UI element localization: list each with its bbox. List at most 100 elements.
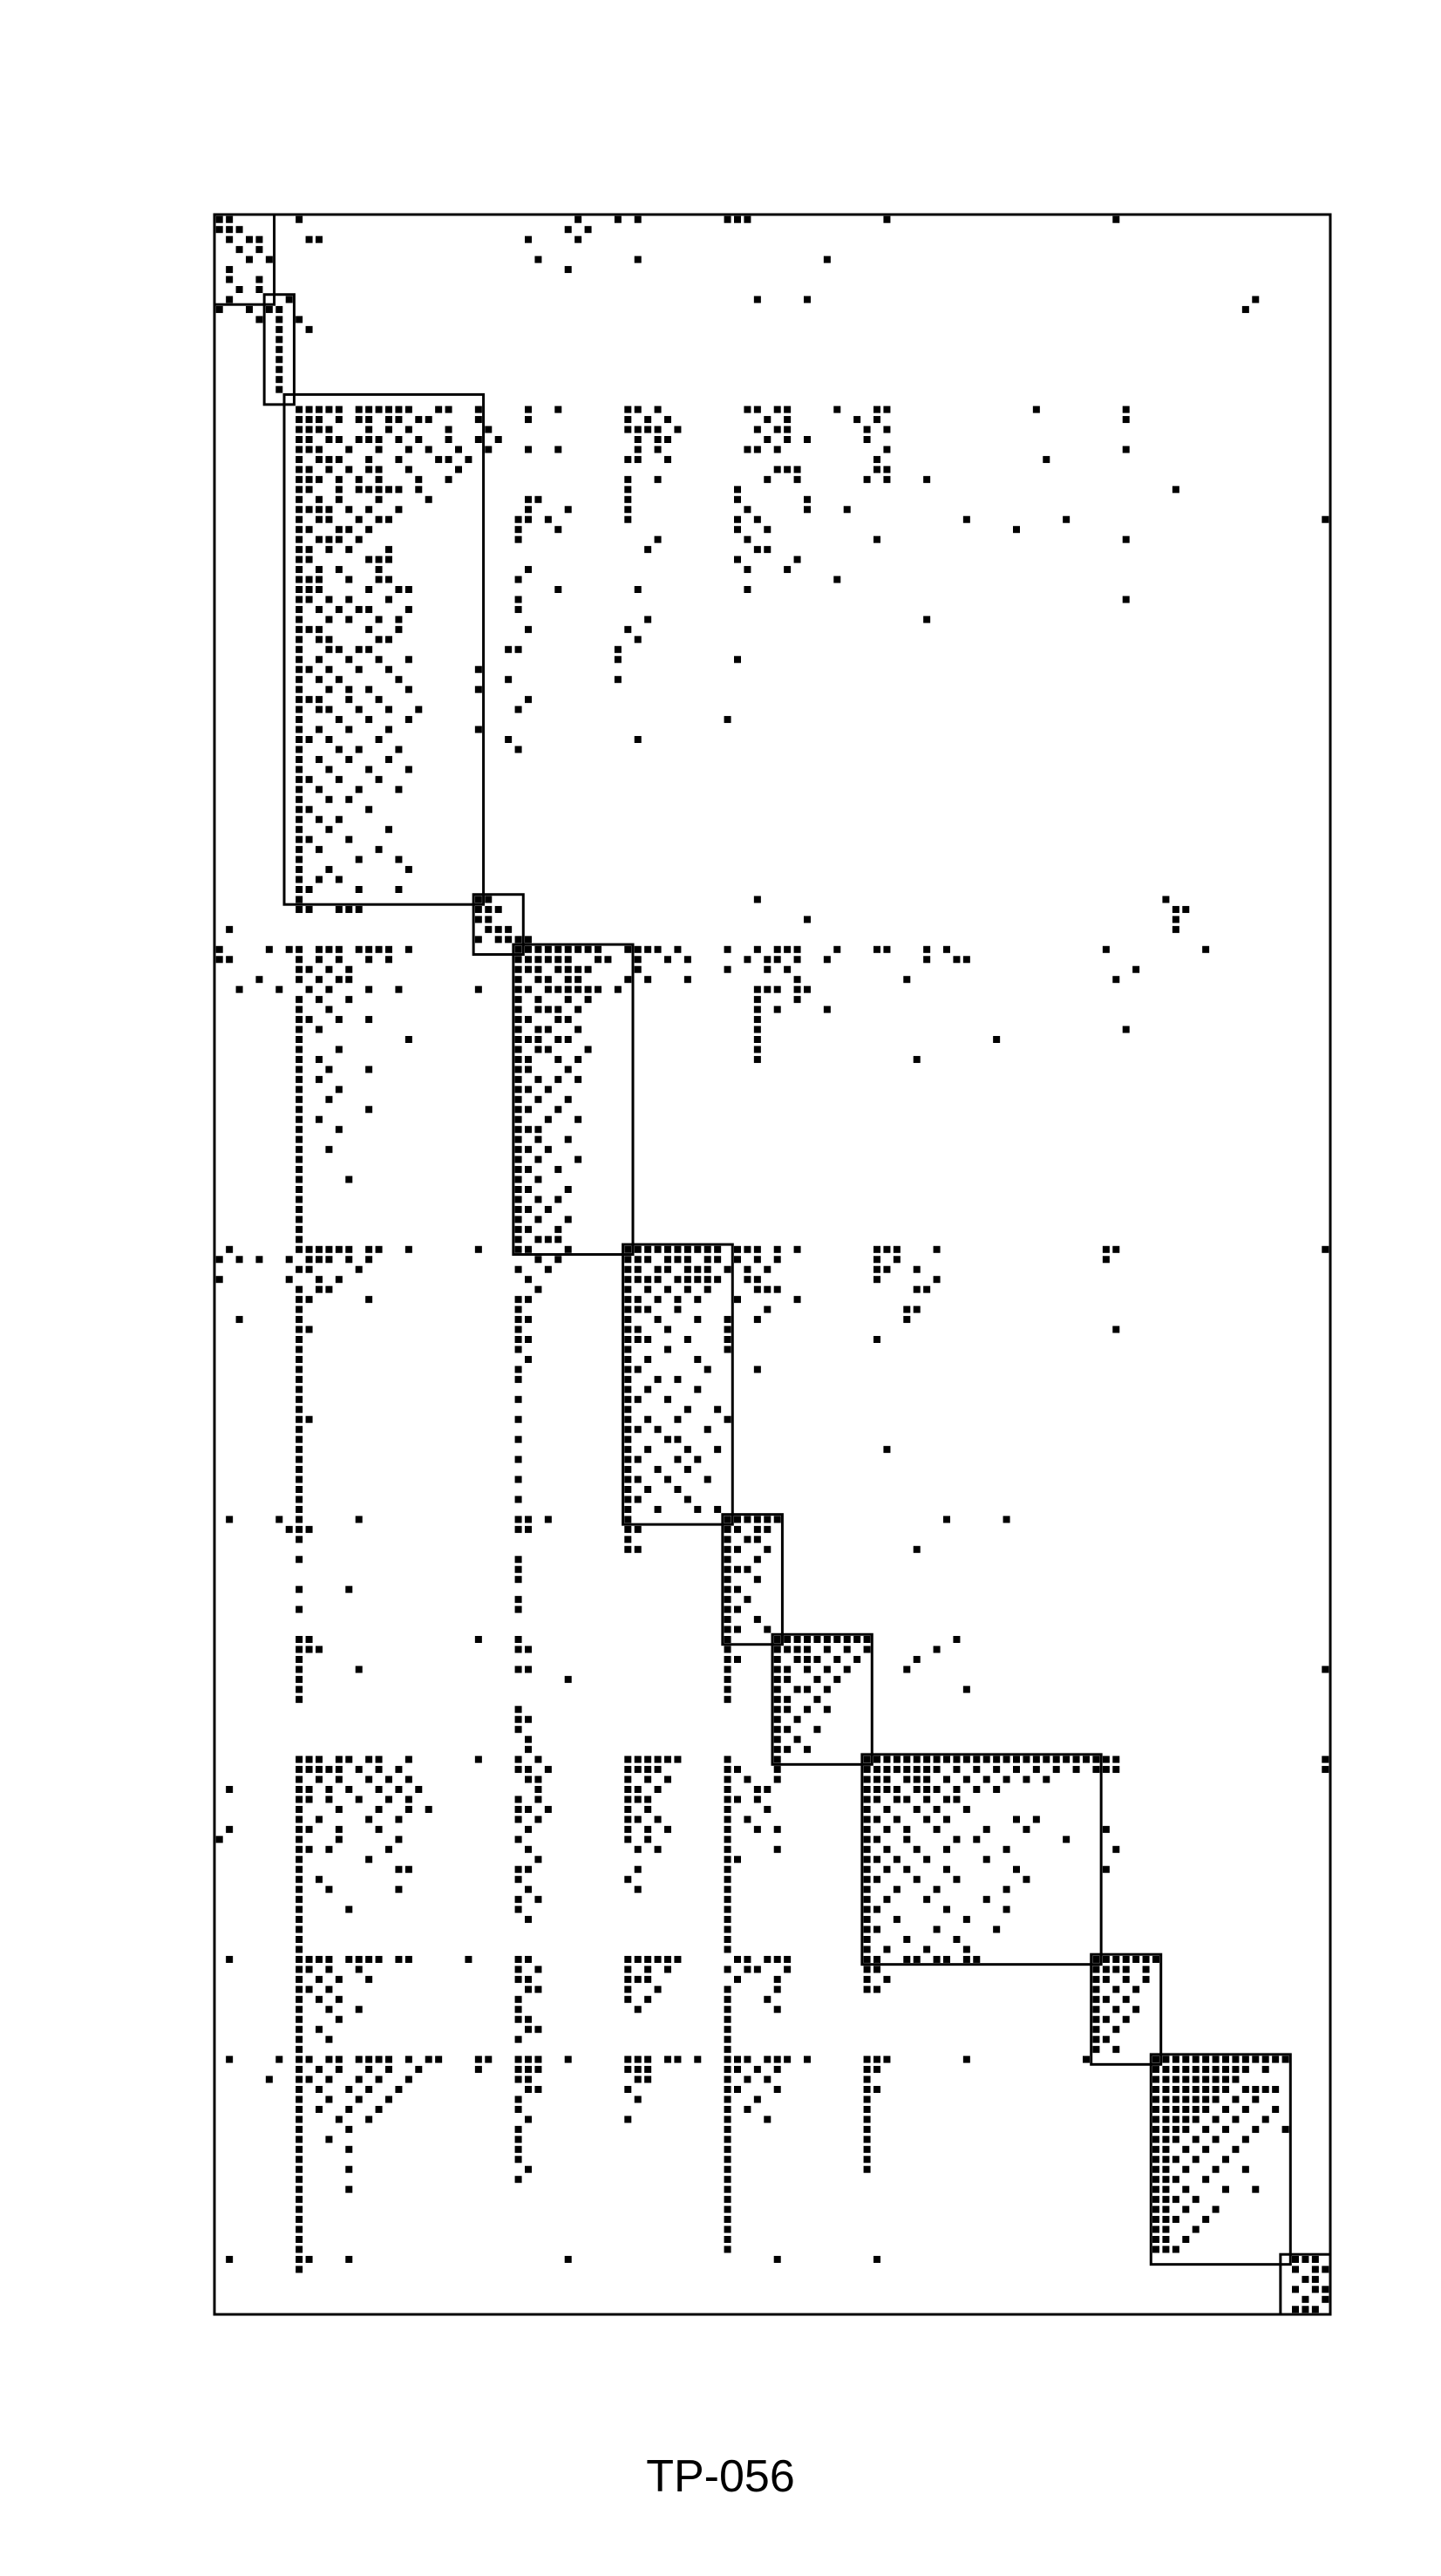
nonzero-mark	[514, 2105, 522, 2113]
nonzero-mark	[226, 266, 234, 274]
nonzero-mark	[305, 1766, 313, 1774]
nonzero-mark	[624, 1475, 632, 1483]
nonzero-mark	[275, 325, 283, 333]
nonzero-mark	[773, 956, 781, 964]
nonzero-mark	[1222, 2055, 1229, 2063]
nonzero-mark	[913, 1755, 921, 1763]
nonzero-mark	[544, 1805, 552, 1813]
nonzero-mark	[226, 226, 234, 234]
nonzero-mark	[325, 985, 333, 993]
nonzero-mark	[404, 405, 412, 413]
nonzero-mark	[744, 1816, 751, 1823]
nonzero-mark	[664, 436, 671, 443]
nonzero-mark	[375, 436, 383, 443]
nonzero-mark	[724, 1825, 731, 1833]
nonzero-mark	[624, 1336, 632, 1343]
nonzero-mark	[316, 1646, 323, 1653]
nonzero-mark	[544, 1026, 552, 1033]
nonzero-mark	[296, 1466, 303, 1474]
nonzero-mark	[296, 1336, 303, 1343]
nonzero-mark	[1102, 2015, 1110, 2023]
nonzero-mark	[316, 426, 323, 433]
nonzero-mark	[753, 1796, 761, 1803]
nonzero-mark	[744, 1565, 751, 1573]
nonzero-mark	[525, 506, 532, 514]
nonzero-mark	[694, 2055, 702, 2063]
nonzero-mark	[385, 2096, 392, 2103]
nonzero-mark	[514, 1265, 522, 1273]
nonzero-mark	[1102, 1755, 1110, 1763]
nonzero-mark	[226, 1245, 234, 1253]
nonzero-mark	[634, 1296, 642, 1304]
nonzero-mark	[435, 455, 443, 463]
nonzero-mark	[1202, 2086, 1210, 2093]
nonzero-mark	[514, 1525, 522, 1533]
nonzero-mark	[1162, 2185, 1170, 2193]
nonzero-mark	[753, 515, 761, 523]
nonzero-mark	[375, 656, 383, 664]
nonzero-mark	[654, 1276, 662, 1284]
nonzero-mark	[345, 2086, 353, 2093]
nonzero-mark	[624, 1276, 632, 1284]
nonzero-mark	[764, 436, 771, 443]
nonzero-mark	[804, 1646, 811, 1653]
nonzero-mark	[564, 1036, 572, 1043]
nonzero-mark	[525, 1825, 532, 1833]
nonzero-mark	[724, 1536, 731, 1544]
nonzero-mark	[525, 1146, 532, 1154]
nonzero-mark	[365, 466, 373, 474]
nonzero-mark	[753, 546, 761, 554]
nonzero-mark	[474, 1755, 482, 1763]
nonzero-mark	[724, 1565, 731, 1573]
nonzero-mark	[1192, 2055, 1200, 2063]
nonzero-mark	[1212, 2066, 1220, 2074]
nonzero-mark	[773, 1245, 781, 1253]
nonzero-mark	[1122, 416, 1130, 424]
nonzero-mark	[1232, 2075, 1240, 2083]
nonzero-mark	[296, 1075, 303, 1083]
nonzero-mark	[514, 976, 522, 984]
nonzero-mark	[296, 1496, 303, 1503]
nonzero-mark	[514, 2006, 522, 2014]
nonzero-mark	[634, 1525, 642, 1533]
nonzero-mark	[375, 466, 383, 474]
nonzero-mark	[296, 1536, 303, 1544]
nonzero-mark	[714, 1276, 722, 1284]
nonzero-mark	[734, 515, 741, 523]
nonzero-mark	[724, 215, 731, 223]
nonzero-mark	[624, 1375, 632, 1383]
nonzero-mark	[624, 1525, 632, 1533]
nonzero-mark	[365, 806, 373, 814]
nonzero-mark	[724, 2116, 731, 2123]
nonzero-mark	[784, 436, 792, 443]
nonzero-mark	[724, 1905, 731, 1913]
nonzero-mark	[1092, 1755, 1100, 1763]
nonzero-mark	[873, 1755, 880, 1763]
nonzero-mark	[664, 1395, 671, 1403]
nonzero-mark	[534, 1256, 542, 1264]
nonzero-mark	[773, 426, 781, 433]
nonzero-mark	[1182, 2236, 1190, 2243]
nonzero-mark	[514, 1966, 522, 1973]
nonzero-mark	[296, 1955, 303, 1963]
nonzero-mark	[1092, 2015, 1100, 2023]
nonzero-mark	[1172, 2176, 1179, 2184]
nonzero-mark	[664, 1755, 671, 1763]
nonzero-mark	[296, 2236, 303, 2243]
nonzero-mark	[1112, 976, 1120, 984]
nonzero-mark	[296, 1285, 303, 1293]
nonzero-mark	[654, 535, 662, 543]
nonzero-mark	[534, 1966, 542, 1973]
nonzero-mark	[1172, 2216, 1179, 2224]
nonzero-mark	[873, 2055, 880, 2063]
nonzero-mark	[505, 925, 513, 933]
nonzero-mark	[1162, 2136, 1170, 2143]
nonzero-mark	[474, 905, 482, 913]
nonzero-mark	[514, 1016, 522, 1024]
nonzero-mark	[296, 1856, 303, 1864]
nonzero-mark	[923, 1285, 931, 1293]
nonzero-mark	[544, 956, 552, 964]
nonzero-mark	[564, 945, 572, 953]
nonzero-mark	[514, 2125, 522, 2133]
nonzero-mark	[296, 996, 303, 1004]
